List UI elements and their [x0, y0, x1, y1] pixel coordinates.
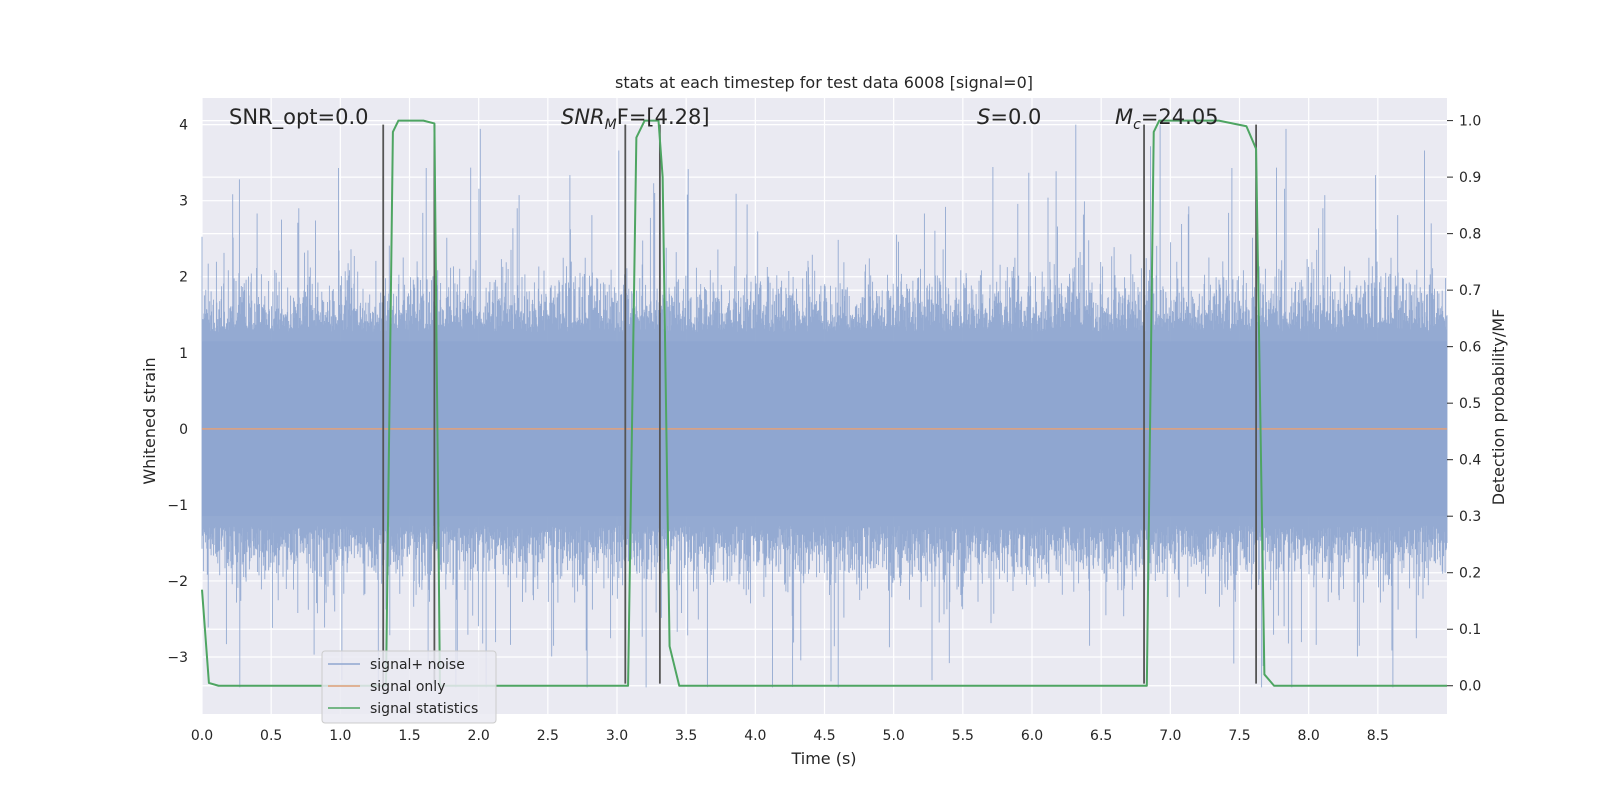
annotation-mc: Mc=24.05 — [1115, 105, 1219, 133]
y-left-tick-label: −3 — [167, 650, 188, 666]
x-tick-label: 1.0 — [329, 728, 351, 744]
y-right-tick-label: 0.6 — [1459, 340, 1481, 356]
x-tick-label: 4.5 — [813, 728, 835, 744]
legend-label-signal-only: signal only — [370, 679, 445, 695]
y-right-tick-label: 0.7 — [1459, 283, 1481, 299]
y-right-tick-labels: 0.0 0.1 0.2 0.3 0.4 0.5 0.6 0.7 0.8 0.9 1.0 — [1447, 114, 1481, 695]
legend-box — [321, 650, 497, 724]
y-right-tick-label: 0.3 — [1459, 509, 1481, 525]
y-left-tick-label: −2 — [167, 574, 188, 590]
y-right-tick-label: 0.5 — [1459, 396, 1481, 412]
x-tick-label: 6.0 — [1021, 728, 1043, 744]
legend-label-signal-statistics: signal statistics — [370, 701, 478, 717]
chart-title: stats at each timestep for test data 600… — [615, 73, 1033, 92]
y-right-tick-label: 0.1 — [1459, 622, 1481, 638]
y-axis-left-label: Whitened strain — [140, 357, 159, 484]
mc-italic: M — [1115, 105, 1133, 129]
y-left-tick-label: −1 — [167, 498, 188, 514]
s-italic: S — [977, 105, 990, 129]
x-tick-label: 2.0 — [468, 728, 490, 744]
x-tick-label: 8.0 — [1298, 728, 1320, 744]
x-tick-label: 7.5 — [1228, 728, 1250, 744]
signal-statistics-series — [201, 119, 1447, 687]
x-tick-label: 3.0 — [606, 728, 628, 744]
x-tick-label: 4.0 — [744, 728, 766, 744]
x-tick-label: 5.0 — [883, 728, 905, 744]
y-right-tick-label: 0.9 — [1459, 170, 1481, 186]
y-left-tick-label: 0 — [179, 422, 188, 438]
y-right-tick-label: 0.0 — [1459, 679, 1481, 695]
y-axis-right-label: Detection probability/MF — [1489, 309, 1508, 506]
x-tick-label: 5.5 — [952, 728, 974, 744]
x-axis-label: Time (s) — [790, 749, 856, 768]
x-tick-label: 6.5 — [1090, 728, 1112, 744]
annotation-s: S=0.0 — [977, 105, 1041, 129]
x-tick-label: 3.5 — [675, 728, 697, 744]
y-left-tick-label: 2 — [179, 270, 188, 286]
signal-statistics-line — [201, 119, 1447, 687]
legend-label-signal-noise: signal+ noise — [370, 657, 465, 673]
snr-mf-prefix: SNR — [561, 105, 605, 129]
y-right-tick-label: 0.4 — [1459, 453, 1481, 469]
y-left-tick-label: 1 — [179, 346, 188, 362]
y-right-tick-label: 0.2 — [1459, 566, 1481, 582]
x-tick-label: 0.0 — [191, 728, 213, 744]
x-tick-label: 0.5 — [260, 728, 282, 744]
x-tick-labels: 0.0 0.5 1.0 1.5 2.0 2.5 3.0 3.5 4.0 4.5 5.0 5.5 6.0 6… — [191, 728, 1389, 744]
annotation-snr-mf: SNRMF=[4.28] — [561, 105, 710, 133]
mc-sub: c — [1133, 117, 1141, 133]
snr-mf-suffix: F=[4.28] — [617, 105, 710, 129]
mc-rest: =24.05 — [1141, 105, 1219, 129]
y-left-tick-label: 3 — [179, 194, 188, 210]
x-tick-label: 1.5 — [398, 728, 420, 744]
y-right-tick-label: 1.0 — [1459, 114, 1481, 130]
x-tick-label: 7.0 — [1159, 728, 1181, 744]
y-left-tick-labels: −3 −2 −1 0 1 2 3 4 — [167, 118, 188, 666]
x-tick-label: 8.5 — [1367, 728, 1389, 744]
y-right-tick-label: 0.8 — [1459, 227, 1481, 243]
y-left-tick-label: 4 — [179, 118, 188, 134]
snr-mf-sub: M — [605, 117, 617, 133]
annotation-snr-opt: SNR_opt=0.0 — [229, 105, 369, 130]
legend: signal+ noise signal only signal statist… — [321, 650, 497, 724]
s-rest: =0.0 — [990, 105, 1041, 129]
x-tick-label: 2.5 — [537, 728, 559, 744]
